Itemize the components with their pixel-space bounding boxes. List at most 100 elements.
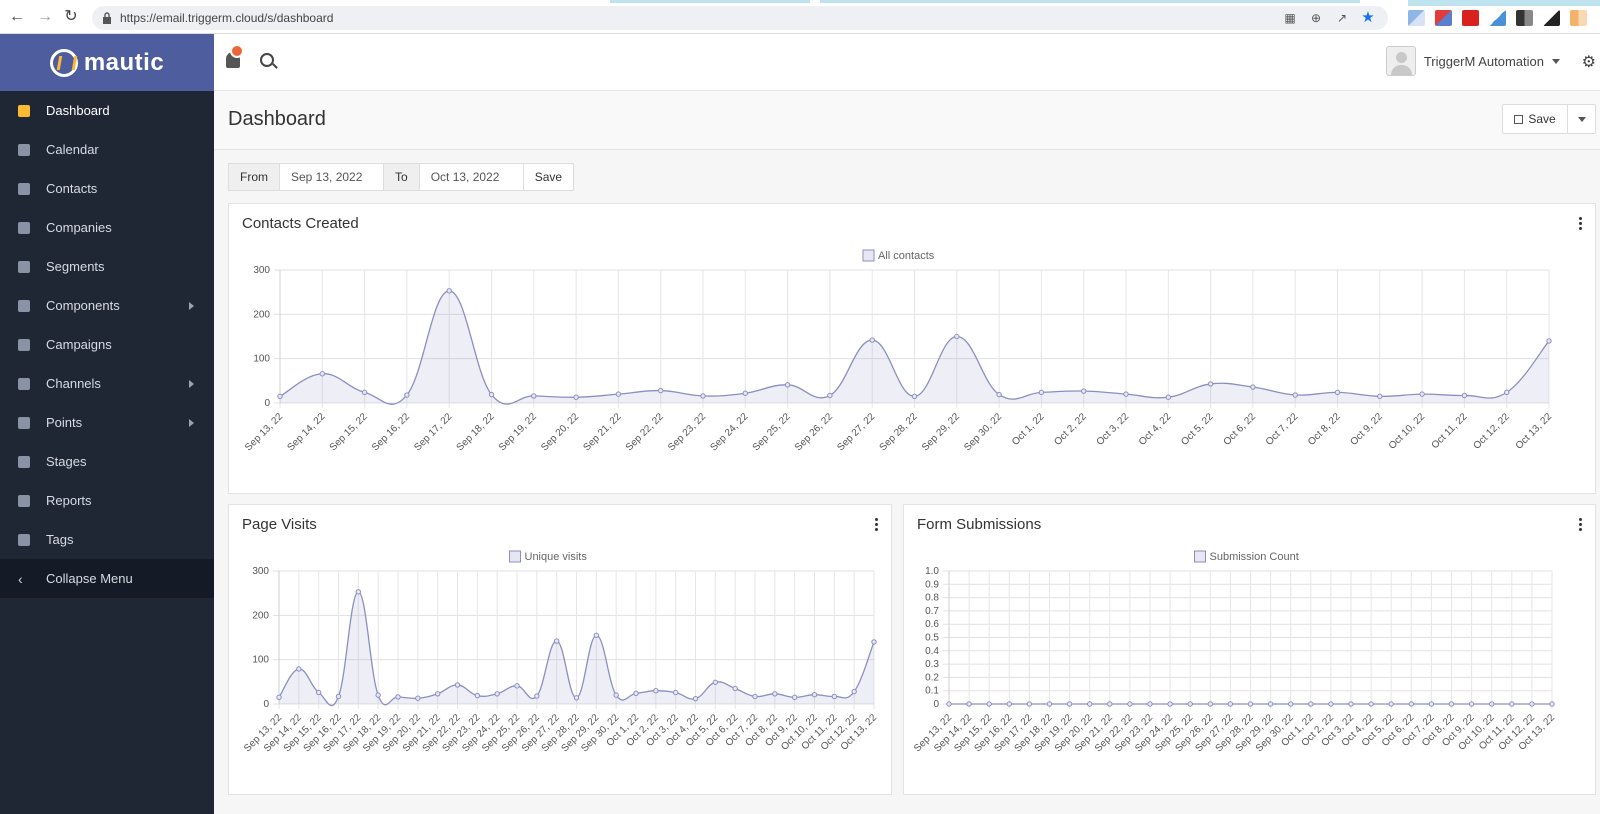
widget-menu-icon[interactable] [875, 518, 879, 533]
data-point [672, 689, 679, 696]
address-bar[interactable]: https://email.triggerm.cloud/s/dashboard… [92, 6, 1388, 30]
save-button[interactable]: Save [1502, 104, 1568, 134]
extension-icon[interactable] [1516, 10, 1533, 26]
translate-icon[interactable]: ▦ [1284, 11, 1296, 25]
bookmark-star-icon[interactable]: ★ [1361, 9, 1375, 26]
x-tick-label: Oct 7, 22 [1264, 411, 1301, 448]
data-point [791, 694, 798, 701]
extension-icon[interactable] [1570, 10, 1587, 26]
date-save-button[interactable]: Save [534, 170, 563, 184]
contacts-created-chart: All contacts 0 100 200 300 Sep 13, 22 Sep 14, … [243, 249, 1555, 453]
x-tick-label: Sep 26, 22 [793, 411, 835, 453]
extension-icon[interactable] [1462, 10, 1479, 26]
sidebar-item-reports[interactable]: Reports [0, 481, 214, 520]
page-visits-widget: Page Visits Unique visits 0 100 200 300 Sep 1… [228, 504, 892, 795]
gear-icon[interactable]: ⚙ [1581, 54, 1596, 71]
extension-icon[interactable] [1408, 10, 1425, 26]
collapse-menu-button[interactable]: ‹ Collapse Menu [0, 559, 214, 598]
chart-legend: All contacts [862, 249, 935, 262]
data-point [1549, 701, 1555, 707]
sidebar-item-label: Companies [46, 220, 112, 235]
data-point [692, 695, 699, 702]
legend-label: All contacts [878, 250, 935, 262]
sidebar-item-components[interactable]: Components [0, 286, 214, 325]
y-tick-label: 0.6 [925, 619, 939, 630]
extension-icon[interactable] [1489, 10, 1506, 26]
data-point [700, 393, 706, 399]
data-point [712, 679, 719, 685]
widget-menu-icon[interactable] [1579, 217, 1583, 232]
reload-icon[interactable]: ↻ [64, 8, 78, 25]
y-tick-label: 0.2 [925, 672, 939, 683]
data-point [531, 393, 537, 399]
save-button-label: Save [1528, 112, 1556, 126]
data-point [1292, 392, 1298, 398]
sidebar-item-channels[interactable]: Channels [0, 364, 214, 403]
sidebar-item-calendar[interactable]: Calendar [0, 130, 214, 169]
clock-icon [18, 338, 30, 351]
data-point [1529, 701, 1535, 707]
data-point [415, 695, 421, 701]
data-point [1468, 701, 1475, 707]
x-tick-label: Oct 13, 22 [1514, 411, 1555, 452]
url-text[interactable]: https://email.triggerm.cloud/s/dashboard [120, 11, 334, 25]
data-point [335, 693, 342, 700]
data-point [851, 688, 857, 695]
x-tick-label: Sep 30, 22 [962, 411, 1004, 453]
data-point [1448, 701, 1455, 707]
page-header: Dashboard Save [214, 91, 1600, 150]
save-disk-icon [1514, 114, 1524, 124]
back-arrow-icon[interactable]: ← [9, 8, 25, 25]
data-point [1348, 701, 1354, 707]
extension-icon[interactable] [1543, 10, 1560, 26]
data-point [1187, 701, 1193, 707]
sidebar-item-campaigns[interactable]: Campaigns [0, 325, 214, 364]
data-point [1127, 701, 1133, 707]
data-point [1308, 701, 1314, 707]
sidebar-item-segments[interactable]: Segments [0, 247, 214, 286]
data-point [1368, 701, 1374, 707]
forward-arrow-icon[interactable]: → [37, 8, 53, 25]
widget-menu-icon[interactable] [1579, 518, 1583, 533]
data-point [1081, 388, 1087, 394]
x-tick-label: Oct 10, 22 [1387, 411, 1428, 452]
brand-logo[interactable]: mautic [0, 34, 214, 91]
sidebar-item-stages[interactable]: Stages [0, 442, 214, 481]
data-point [1461, 392, 1468, 399]
share-icon[interactable]: ↗ [1336, 11, 1348, 25]
calendar-icon [18, 143, 30, 156]
sidebar-item-label: Tags [46, 532, 74, 547]
sidebar-item-companies[interactable]: Companies [0, 208, 214, 247]
save-options-dropdown[interactable] [1567, 104, 1596, 134]
tag-icon [18, 533, 30, 546]
search-icon[interactable] [260, 53, 274, 67]
chevron-right-icon [189, 302, 194, 310]
y-tick-label: 1.0 [925, 566, 939, 577]
browser-toolbar: ← → ↻ https://email.triggerm.cloud/s/das… [0, 0, 1600, 34]
x-tick-label: Sep 19, 22 [497, 411, 539, 453]
user-menu[interactable]: TriggerM Automation [1385, 46, 1560, 76]
date-to-input[interactable]: Oct 13, 2022 [420, 164, 524, 190]
x-tick-label: Oct 6, 22 [1222, 411, 1259, 448]
data-point [613, 692, 619, 698]
sidebar-item-tags[interactable]: Tags [0, 520, 214, 559]
data-point [954, 333, 960, 340]
y-tick-label: 0 [263, 699, 269, 710]
x-tick-label: Sep 13, 22 [243, 411, 285, 453]
contacts-created-widget: Contacts Created All contacts 0 100 200 300 S… [228, 203, 1596, 494]
sidebar-item-contacts[interactable]: Contacts [0, 169, 214, 208]
puzzle-icon [18, 299, 30, 312]
sidebar-item-points[interactable]: Points [0, 403, 214, 442]
zoom-icon[interactable]: ⊕ [1310, 11, 1322, 25]
notification-badge [230, 44, 244, 58]
sidebar-item-dashboard[interactable]: Dashboard [0, 91, 214, 130]
data-point [319, 371, 326, 377]
data-point [1123, 391, 1129, 397]
chevron-down-icon [1552, 58, 1560, 64]
data-point [1267, 701, 1274, 707]
data-point [1026, 701, 1033, 707]
date-from-input[interactable]: Sep 13, 2022 [280, 164, 384, 190]
extension-icon[interactable] [1435, 10, 1452, 26]
data-point [1504, 389, 1510, 396]
